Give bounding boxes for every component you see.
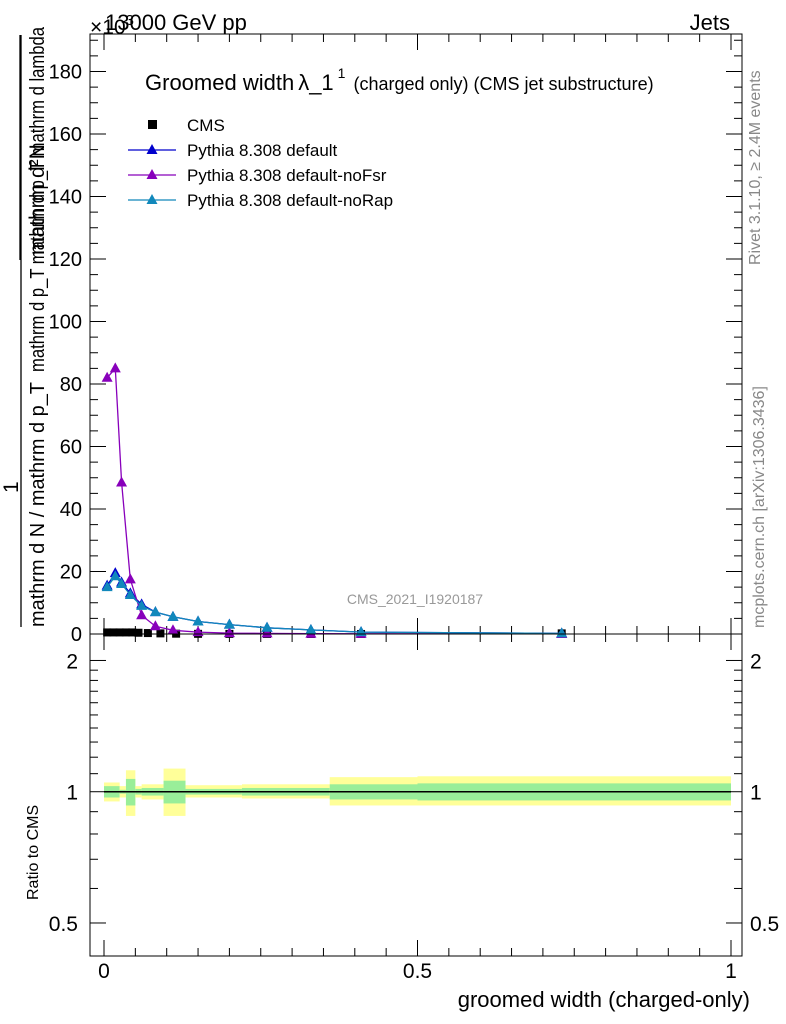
legend: CMS Pythia 8.308 default Pythia 8.308 defa… [128,116,393,210]
data-point [167,624,179,635]
x-tick-label: 0.5 [403,960,432,983]
ratio-panel-frame [89,633,743,957]
ratio-axis-ticks: 0.5 0.5 1 1 2 2 [49,650,779,936]
main-series-layer [101,362,568,638]
legend-label: Pythia 8.308 default-noRap [187,191,393,210]
y-tick-label: 80 [60,374,82,396]
y-tick-label: 0 [71,624,82,646]
legend-marker [146,144,158,154]
data-point [109,570,121,581]
ratio-y-tick-label-right: 0.5 [750,913,779,936]
ratio-y-tick-label: 1 [66,782,78,805]
series-line [106,366,562,635]
data-point [109,628,118,637]
plot-title-detail: (charged only) (CMS jet substructure) [353,74,653,94]
data-point [124,573,136,584]
x-axis-label: groomed width (charged-only) [458,987,750,1012]
main-ylabel-top: mathrm d²N [26,144,49,255]
ratio-y-tick-label: 0.5 [49,913,78,936]
ratio-y-tick-label: 2 [66,650,78,673]
plot-title-symbol: λ_1 [298,70,333,95]
legend-label: CMS [187,116,225,135]
legend-marker [148,120,157,129]
legend-label: Pythia 8.308 default-noFsr [187,166,387,185]
data-point [136,609,148,620]
plot-title-sup: 1 [338,65,346,81]
data-point [223,618,235,629]
data-point [156,629,165,638]
y-tick-label: 120 [49,249,82,271]
data-point [556,627,568,638]
legend-item: Pythia 8.308 default-noRap [128,191,393,210]
ratio-y-tick-label-right: 1 [750,782,762,805]
ratio-ylabel: Ratio to CMS [25,805,42,900]
y-tick-label: 20 [60,562,82,584]
y-tick-label: 60 [60,437,82,459]
data-point [115,628,124,637]
data-point [134,628,143,637]
ratio-bands-layer [104,768,731,816]
y-tick-label: 140 [49,187,82,209]
series-3 [101,570,568,638]
data-point [124,588,136,599]
data-point [101,581,113,592]
data-point [223,627,235,638]
data-point [149,606,161,617]
data-point [192,615,204,626]
plot-title-main: Groomed width [145,70,294,95]
legend-item: CMS [148,116,225,135]
x-tick-labels: 0 0.5 1 [98,960,737,983]
legend-item: Pythia 8.308 default-noFsr [128,166,387,185]
data-point [116,476,128,487]
data-point [121,628,130,637]
main-ylabel-bottom: mathrm d N / mathrm d p_T [27,382,49,627]
x-tick-label: 1 [725,960,737,983]
legend-marker [146,169,158,179]
exponent-label: ×103 [90,12,134,39]
mcplots-credit: mcplots.cern.ch [arXiv:1306.3436] [751,386,768,628]
series-1 [101,567,568,638]
rivet-version: Rivet 3.1.10, ≥ 2.4M events [747,70,764,265]
series-line [106,575,562,635]
exponent-base: ×10 [90,16,126,39]
data-point [109,362,121,373]
exponent-sup: 3 [126,12,134,29]
data-point [149,620,161,631]
series-2 [101,362,568,638]
y-tick-label: 40 [60,499,82,521]
y-tick-label: 160 [49,124,82,146]
energy-label: 13000 GeV pp [105,10,247,35]
data-point [136,599,148,610]
main-axis-ticks: 0 20 40 60 80 100 120 140 160 180 [49,34,742,956]
data-point [305,623,317,634]
data-point [101,371,113,382]
data-point [128,628,137,637]
main-ylabel-one: 1 [0,481,23,493]
series-line [106,571,562,635]
main-ylabel: mathrm d²N mathrm d p_T mathrm d p_T mat… [0,26,49,627]
data-point [261,621,273,632]
legend-label: Pythia 8.308 default [187,141,338,160]
data-point [143,629,152,638]
data-point [167,610,179,621]
ratio-y-tick-label-right: 2 [750,650,762,673]
analysis-watermark: CMS_2021_I1920187 [347,591,483,607]
legend-item: Pythia 8.308 default [128,141,338,160]
data-point [261,627,273,638]
y-tick-label: 100 [49,312,82,334]
process-label: Jets [690,10,730,35]
data-point [116,578,128,588]
legend-marker [146,194,158,204]
plot-title: Groomed width λ_1 1 (charged only) (CMS jet… [145,65,654,95]
data-point [103,628,112,637]
y-tick-label: 180 [49,62,82,84]
main-ylabel-mid: mathrm d p_T mathrm d p_T mathrm d lambd… [27,26,49,372]
x-tick-label: 0 [98,960,110,983]
